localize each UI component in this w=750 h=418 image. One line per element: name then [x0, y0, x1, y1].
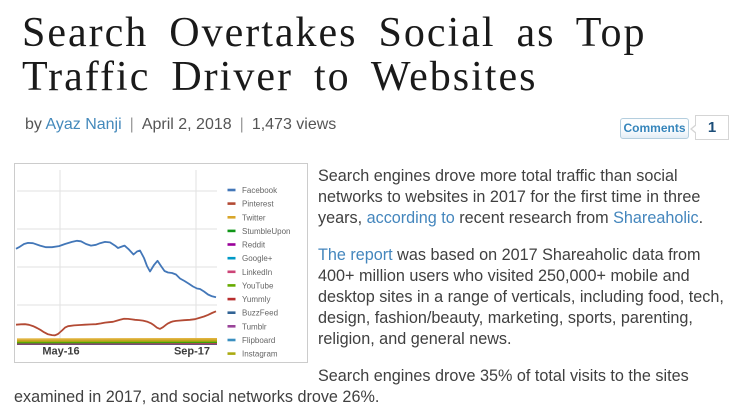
svg-text:StumbleUpon: StumbleUpon: [242, 227, 290, 236]
svg-text:Sep-17: Sep-17: [174, 346, 210, 358]
svg-text:Yummly: Yummly: [242, 295, 270, 304]
svg-text:BuzzFeed: BuzzFeed: [242, 309, 278, 318]
svg-text:Instagram: Instagram: [242, 350, 278, 359]
svg-text:Google+: Google+: [242, 254, 273, 263]
svg-text:Tumblr: Tumblr: [242, 322, 267, 331]
svg-text:Facebook: Facebook: [242, 186, 278, 195]
svg-text:Pinterest: Pinterest: [242, 200, 274, 209]
svg-text:Flipboard: Flipboard: [242, 336, 275, 345]
svg-text:Twitter: Twitter: [242, 213, 266, 222]
svg-text:Reddit: Reddit: [242, 241, 266, 250]
svg-text:May-16: May-16: [42, 346, 79, 358]
svg-text:LinkedIn: LinkedIn: [242, 268, 272, 277]
svg-text:YouTube: YouTube: [242, 281, 274, 290]
